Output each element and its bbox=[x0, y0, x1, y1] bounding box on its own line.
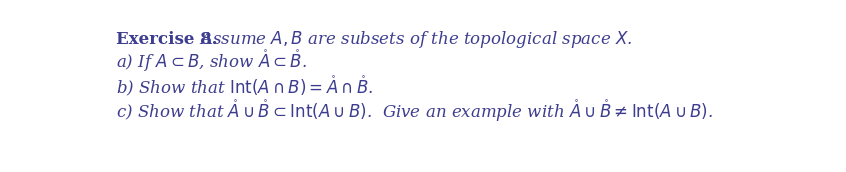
Text: a) If $A \subset B$, show $\mathring{A} \subset \mathring{B}$.: a) If $A \subset B$, show $\mathring{A} … bbox=[116, 49, 307, 74]
Text: b) Show that $\mathrm{Int}(A \cap B) = \mathring{A} \cap \mathring{B}$.: b) Show that $\mathrm{Int}(A \cap B) = \… bbox=[116, 74, 373, 98]
Text: Assume $A, B$ are subsets of the topological space $X$.: Assume $A, B$ are subsets of the topolog… bbox=[199, 29, 632, 50]
Text: Exercise 8.: Exercise 8. bbox=[116, 31, 217, 48]
Text: c) Show that $\mathring{A} \cup \mathring{B} \subset \mathrm{Int}(A \cup B)$.  G: c) Show that $\mathring{A} \cup \mathrin… bbox=[116, 98, 713, 124]
